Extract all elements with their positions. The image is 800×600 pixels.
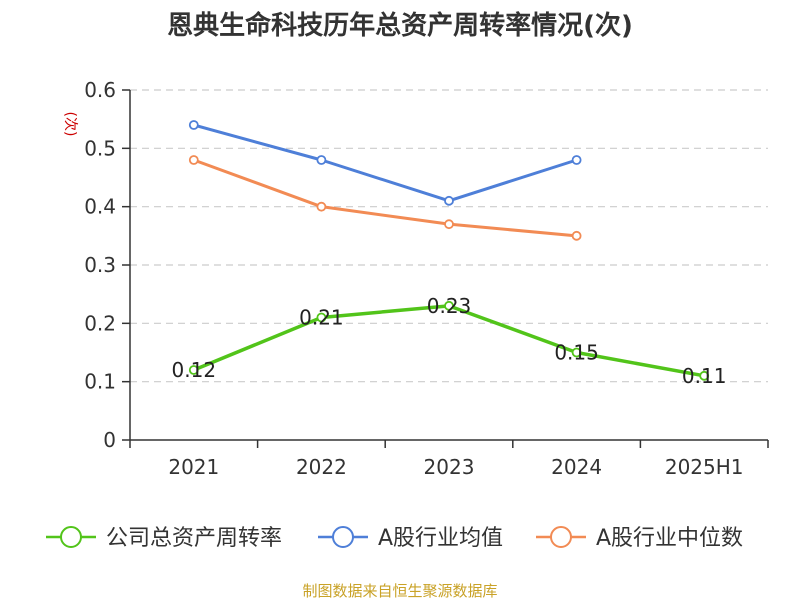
legend-marker-icon <box>550 526 572 548</box>
data-label: 0.11 <box>682 364 727 388</box>
axes: 0 0.1 0.2 0.3 0.4 0.5 0.6 2021 2022 2023 2024 2025H… <box>84 78 769 479</box>
legend-item[interactable]: A股行业均值 <box>318 526 503 551</box>
data-point <box>316 312 327 323</box>
data-point <box>571 230 582 241</box>
data-label: 0.21 <box>299 306 344 330</box>
legend-label: A股行业均值 <box>378 526 503 551</box>
data-point <box>188 365 199 375</box>
legend-marker-icon <box>60 526 82 548</box>
data-point <box>316 155 327 165</box>
y-axis-unit: (次) <box>62 112 78 137</box>
data-point <box>571 155 582 165</box>
series-line <box>192 123 579 203</box>
data-point <box>444 195 454 206</box>
data-point <box>188 120 199 130</box>
x-tick-label: 2024 <box>551 455 602 479</box>
source-note: 制图数据来自恒生聚源数据库 <box>302 582 497 600</box>
y-tick-label: 0.4 <box>84 195 116 219</box>
data-labels: 0.12 0.21 0.23 0.15 0.11 <box>172 294 727 388</box>
legend-label: 公司总资产周转率 <box>106 526 282 551</box>
grid-lines <box>130 89 768 383</box>
data-point <box>699 370 710 381</box>
y-tick-label: 0.3 <box>84 253 116 277</box>
legend-item[interactable]: 公司总资产周转率 <box>46 526 282 551</box>
x-tick-label: 2023 <box>424 455 475 479</box>
x-tick-label: 2021 <box>168 455 219 479</box>
data-point <box>444 300 454 311</box>
y-tick-label: 0.2 <box>84 311 116 335</box>
x-tick-label: 2025H1 <box>665 455 744 479</box>
legend-marker-icon <box>332 526 354 548</box>
data-label: 0.12 <box>172 358 217 382</box>
y-tick-label: 0 <box>103 428 116 452</box>
data-point <box>444 219 454 230</box>
legend-item[interactable]: A股行业中位数 <box>536 526 743 551</box>
legend-label: A股行业中位数 <box>596 526 743 551</box>
series-lines <box>188 120 710 381</box>
chart-title: 恩典生命科技历年总资产周转率情况(次) <box>167 10 633 41</box>
series-line <box>192 158 579 238</box>
legend: 公司总资产周转率 A股行业均值 A股行业中位数 <box>46 526 743 551</box>
y-tick-label: 0.5 <box>84 136 116 160</box>
data-label: 0.23 <box>427 294 472 318</box>
y-tick-label: 0.1 <box>84 370 116 394</box>
data-point <box>188 155 199 165</box>
data-point <box>316 201 327 212</box>
data-label: 0.15 <box>554 341 599 365</box>
y-tick-label: 0.6 <box>84 78 116 102</box>
data-point <box>571 347 582 358</box>
x-tick-label: 2022 <box>296 455 347 479</box>
